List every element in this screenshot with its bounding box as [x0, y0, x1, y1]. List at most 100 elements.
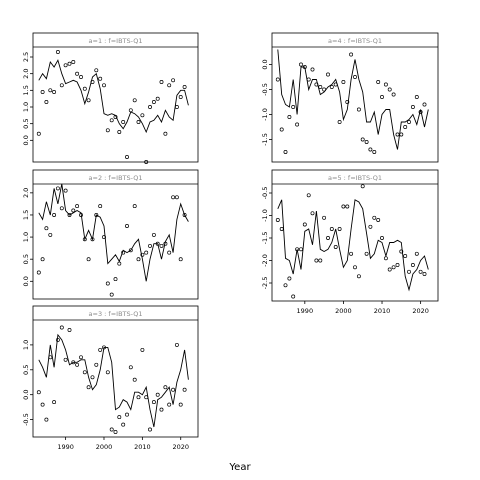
x-tick-label: 2010 [134, 443, 151, 451]
y-tick-label: -2.5 [261, 277, 269, 290]
strip-label: a=4 : f=IBTS-Q1 [328, 37, 382, 45]
data-point [117, 261, 122, 266]
data-point [318, 85, 323, 89]
data-point [67, 213, 72, 217]
data-point [163, 131, 168, 136]
x-tick-label: 2000 [335, 307, 352, 315]
data-point [329, 227, 334, 231]
data-point [36, 390, 41, 395]
data-point [163, 385, 168, 390]
data-point [90, 80, 95, 84]
data-point [310, 211, 315, 216]
data-point [322, 87, 327, 92]
data-point [291, 294, 296, 299]
data-point [178, 95, 183, 99]
data-point [105, 281, 110, 286]
y-tick-label: -0.5 [261, 83, 269, 96]
data-point [306, 193, 311, 198]
data-point [364, 251, 369, 256]
data-point [414, 251, 419, 256]
data-point [329, 85, 334, 89]
strip-label: a=3 : f=IBTS-Q1 [89, 310, 143, 318]
data-point [287, 276, 292, 281]
x-axis-label: Year [228, 462, 251, 473]
y-tick-label: 0.0 [22, 390, 30, 400]
data-point [109, 292, 114, 297]
data-point [167, 83, 172, 88]
data-point [314, 82, 319, 87]
data-point [391, 92, 396, 97]
y-tick-label: 1.0 [22, 340, 30, 350]
data-point [136, 120, 141, 124]
data-point [102, 235, 106, 240]
data-point [310, 67, 315, 72]
data-point [52, 400, 57, 405]
y-tick-label: 0.5 [22, 254, 30, 264]
panel-5: a=5 : f=IBTS-Q1 -2.5 -2.0 -1.5 -1.0 -0.5 1990 2… [261, 169, 439, 315]
data-point [40, 402, 45, 407]
data-point [75, 362, 80, 367]
y-tick-label: -1.0 [261, 108, 269, 121]
x-tick-label: 1990 [297, 307, 314, 315]
data-point [82, 237, 87, 242]
data-point [63, 188, 68, 193]
data-point [148, 243, 152, 248]
data-point [121, 250, 126, 255]
panel-1: a=1 : f=IBTS-Q1 0.0 0.5 1.0 1.5 2.0 2.5 [22, 32, 199, 164]
data-point [314, 258, 319, 263]
data-point [299, 247, 303, 252]
data-point [356, 107, 361, 112]
data-point [356, 274, 361, 279]
data-point [82, 370, 87, 375]
data-point [407, 120, 411, 124]
data-point [345, 204, 350, 209]
data-point [59, 206, 64, 211]
fit-line [277, 49, 429, 150]
panel-frame [32, 169, 199, 300]
data-point [132, 377, 137, 382]
data-point [71, 60, 76, 64]
data-point [291, 105, 296, 109]
panel-frame [32, 305, 199, 438]
data-point [341, 204, 346, 209]
data-point [399, 132, 404, 137]
data-point [140, 113, 145, 118]
y-tick-label: 2.0 [22, 68, 30, 78]
data-point [125, 224, 129, 228]
data-point [182, 85, 187, 89]
data-point [159, 243, 164, 248]
data-point [295, 122, 300, 127]
data-point [383, 82, 388, 87]
y-tick-label: -1.5 [261, 232, 269, 245]
data-point [48, 88, 53, 93]
data-point [318, 258, 323, 263]
data-point [136, 257, 141, 262]
data-point [171, 195, 176, 200]
data-point [372, 150, 377, 154]
data-point [94, 213, 99, 217]
data-point [376, 218, 381, 222]
data-point [59, 325, 64, 330]
data-point [368, 224, 373, 229]
data-point [306, 77, 311, 82]
data-point [333, 82, 338, 87]
data-point [171, 78, 176, 83]
data-point [48, 355, 53, 360]
data-point [128, 365, 133, 370]
y-tick-label: 0.0 [22, 135, 30, 145]
y-tick-label: 0.5 [22, 118, 30, 128]
data-point [98, 347, 103, 352]
data-point [360, 137, 365, 142]
data-point [167, 250, 172, 255]
y-tick-label: 2.5 [22, 52, 30, 62]
data-point [113, 115, 118, 119]
data-point [287, 115, 292, 119]
data-point [283, 283, 288, 288]
data-point [341, 80, 346, 84]
data-point [299, 62, 303, 67]
data-point [178, 257, 183, 262]
data-point [55, 337, 60, 342]
y-tick-label: 1.0 [22, 232, 30, 242]
data-point [333, 245, 338, 249]
data-point [337, 120, 342, 124]
